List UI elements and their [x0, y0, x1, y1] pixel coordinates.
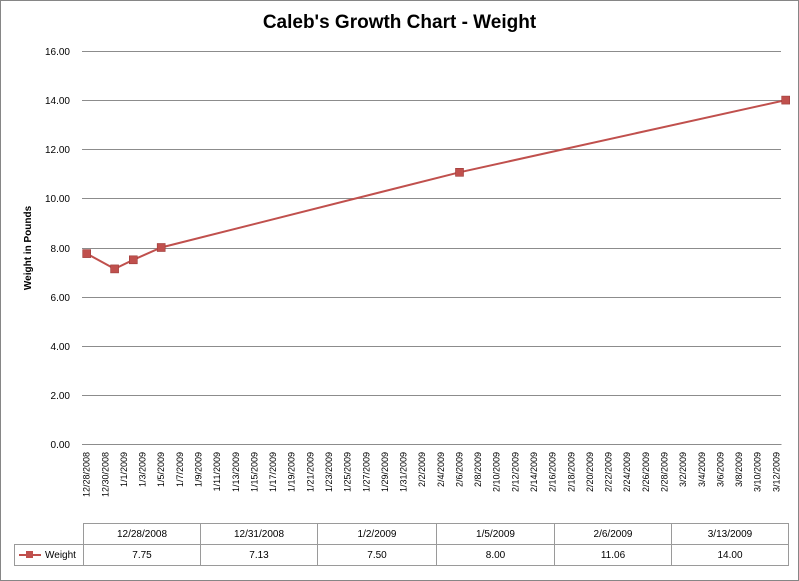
x-tick-label: 1/3/2009	[138, 452, 148, 487]
data-table-date-header: 12/28/2008	[83, 523, 201, 545]
legend-label: Weight	[45, 549, 76, 561]
x-tick-label: 1/19/2009	[287, 452, 297, 492]
y-tick-label: 16.00	[45, 47, 70, 58]
data-table-date-header: 1/5/2009	[436, 523, 555, 545]
data-point-marker	[455, 168, 464, 177]
x-tick-label: 1/25/2009	[343, 452, 353, 492]
data-table-value: 14.00	[671, 544, 789, 566]
x-tick-label: 1/7/2009	[175, 452, 185, 487]
data-table-corner	[14, 523, 84, 545]
data-table-value: 8.00	[436, 544, 555, 566]
data-table-value: 7.75	[83, 544, 201, 566]
x-tick-label: 1/11/2009	[212, 452, 222, 491]
y-axis-ticks: 0.00 2.00 4.00 6.00 8.00 10.00 12.00 14.00 16.00	[45, 47, 70, 451]
chart-title: Caleb's Growth Chart - Weight	[262, 12, 537, 33]
x-tick-label: 3/10/2009	[753, 452, 763, 492]
legend-swatch	[19, 550, 41, 559]
x-tick-label: 12/30/2008	[100, 452, 110, 497]
y-tick-label: 0.00	[51, 440, 71, 451]
data-table-value: 7.13	[200, 544, 318, 566]
data-table-date-header: 1/2/2009	[317, 523, 437, 545]
x-tick-label: 2/14/2009	[529, 452, 539, 492]
y-tick-label: 14.00	[45, 96, 70, 107]
series-line	[86, 99, 786, 271]
x-tick-label: 2/18/2009	[566, 452, 576, 492]
x-tick-label: 2/10/2009	[492, 452, 502, 492]
data-point-marker	[110, 264, 119, 274]
x-tick-label: 1/9/2009	[194, 452, 204, 487]
x-tick-label: 1/29/2009	[380, 452, 390, 492]
data-table-value: 7.50	[317, 544, 437, 566]
x-tick-label: 12/28/2008	[82, 452, 92, 497]
y-tick-label: 12.00	[45, 145, 70, 156]
x-tick-label: 2/12/2009	[510, 452, 520, 492]
y-tick-label: 2.00	[51, 391, 71, 402]
data-table-date-header: 12/31/2008	[200, 523, 318, 545]
x-tick-label: 2/28/2009	[660, 452, 670, 492]
x-tick-label: 3/4/2009	[697, 452, 707, 487]
x-tick-label: 3/6/2009	[715, 452, 725, 487]
data-table-value: 11.06	[554, 544, 672, 566]
data-point-marker	[781, 95, 791, 105]
gridlines	[82, 51, 782, 445]
x-tick-label: 2/26/2009	[641, 452, 651, 492]
x-tick-label: 2/8/2009	[473, 452, 483, 487]
x-tick-label: 1/17/2009	[268, 452, 278, 492]
data-point-marker	[129, 255, 138, 265]
x-tick-label: 1/15/2009	[249, 452, 259, 492]
y-tick-label: 8.00	[51, 244, 71, 255]
x-tick-label: 1/1/2009	[119, 452, 129, 487]
x-tick-label: 1/13/2009	[231, 452, 241, 492]
data-table-row: Weight 7.75 7.13 7.50 8.00 11.06 14.00	[14, 544, 789, 566]
x-tick-label: 2/2/2009	[417, 452, 427, 487]
data-table: 12/28/2008 12/31/2008 1/2/2009 1/5/2009 2/6/…	[14, 523, 789, 566]
line-chart: 0.00 2.00 4.00 6.00 8.00 10.00 12.00 14.00 16.00…	[23, 47, 791, 497]
y-tick-label: 10.00	[45, 194, 70, 205]
x-tick-label: 2/6/2009	[454, 452, 464, 487]
data-table-date-header: 2/6/2009	[554, 523, 672, 545]
series-weight	[82, 95, 791, 274]
data-table-date-header: 3/13/2009	[671, 523, 789, 545]
x-tick-label: 2/24/2009	[622, 452, 632, 492]
data-table-header-row: 12/28/2008 12/31/2008 1/2/2009 1/5/2009 2/6/…	[14, 523, 789, 545]
legend-entry-weight: Weight	[14, 544, 84, 566]
x-tick-label: 1/21/2009	[305, 452, 315, 492]
data-point-marker	[156, 243, 166, 252]
x-axis-ticks: 12/28/2008 12/30/2008 1/1/2009 1/3/2009 1/5/…	[82, 452, 782, 497]
y-axis-label: Weight in Pounds	[23, 205, 34, 290]
x-tick-label: 1/5/2009	[156, 452, 166, 487]
x-tick-label: 1/31/2009	[399, 452, 409, 492]
x-tick-label: 2/20/2009	[585, 452, 595, 492]
x-tick-label: 2/22/2009	[604, 452, 614, 492]
x-tick-label: 1/23/2009	[324, 452, 334, 492]
y-tick-label: 6.00	[51, 293, 71, 304]
x-tick-label: 3/8/2009	[734, 452, 744, 487]
x-tick-label: 2/4/2009	[436, 452, 446, 487]
x-tick-label: 1/27/2009	[361, 452, 371, 492]
x-tick-label: 3/12/2009	[771, 452, 781, 492]
data-point-marker	[82, 249, 91, 258]
y-tick-label: 4.00	[51, 342, 71, 353]
x-tick-label: 3/2/2009	[678, 452, 688, 487]
x-tick-label: 2/16/2009	[548, 452, 558, 492]
